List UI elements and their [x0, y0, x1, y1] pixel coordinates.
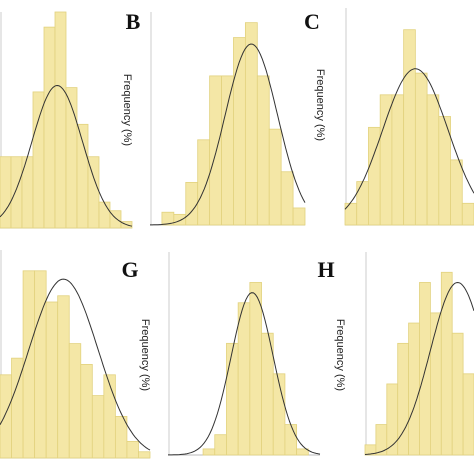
bar — [43, 26, 56, 229]
bar — [209, 75, 222, 226]
bar — [202, 448, 216, 456]
fit-curve — [0, 278, 151, 451]
bar — [87, 156, 100, 229]
bar — [403, 29, 416, 226]
bar — [249, 282, 262, 456]
bar — [429, 312, 442, 456]
bar — [197, 139, 211, 226]
bar — [268, 128, 282, 226]
panel-label: G — [121, 257, 138, 282]
bar — [126, 440, 139, 459]
bar — [344, 202, 358, 226]
panel-label: C — [304, 9, 320, 34]
bar — [173, 213, 187, 226]
panel-label: H — [317, 257, 334, 282]
y-axis-label: Frequency (%) — [314, 69, 326, 141]
y-axis-label: Frequency (%) — [334, 319, 346, 391]
bar — [292, 207, 306, 226]
bar — [296, 448, 309, 456]
bar — [0, 374, 12, 459]
bar — [91, 395, 105, 459]
bar — [284, 424, 298, 456]
bar — [138, 451, 151, 459]
bar — [440, 271, 453, 456]
bar — [214, 434, 227, 456]
bar — [261, 332, 274, 456]
fit-curve — [0, 84, 133, 227]
bar — [414, 72, 428, 226]
bar — [22, 270, 36, 459]
bar — [65, 87, 78, 229]
bar — [450, 159, 463, 226]
bar — [256, 75, 270, 226]
bar — [114, 415, 128, 459]
bar — [461, 202, 474, 226]
bar — [356, 181, 369, 226]
bar — [221, 75, 234, 226]
bar — [34, 270, 47, 459]
bar — [109, 210, 122, 229]
bar — [462, 373, 474, 456]
bar — [244, 22, 258, 226]
bar — [80, 363, 93, 459]
bar — [419, 282, 431, 456]
y-axis-label: Frequency (%) — [121, 74, 133, 146]
bar — [68, 343, 82, 459]
bar — [426, 94, 440, 226]
bar — [54, 11, 67, 229]
fit-curve — [150, 43, 306, 226]
bar — [10, 156, 23, 229]
bar — [57, 295, 70, 459]
bar — [391, 94, 405, 226]
bar — [98, 201, 111, 229]
bar — [379, 94, 393, 226]
bar — [386, 383, 399, 456]
fit-curve — [364, 281, 474, 455]
y-axis-label: Frequency (%) — [139, 319, 151, 391]
bar — [226, 342, 239, 456]
fit-curve — [168, 292, 321, 456]
bar — [32, 91, 45, 229]
bar — [272, 373, 286, 456]
bar — [103, 374, 116, 459]
bar — [233, 37, 246, 226]
bar — [237, 302, 251, 456]
bar — [451, 332, 464, 456]
bar — [408, 322, 420, 456]
bar — [0, 156, 12, 229]
panel-label: B — [126, 9, 141, 34]
bar — [45, 301, 59, 459]
bar — [185, 181, 199, 226]
bar — [280, 171, 294, 226]
fit-curve — [344, 68, 474, 210]
